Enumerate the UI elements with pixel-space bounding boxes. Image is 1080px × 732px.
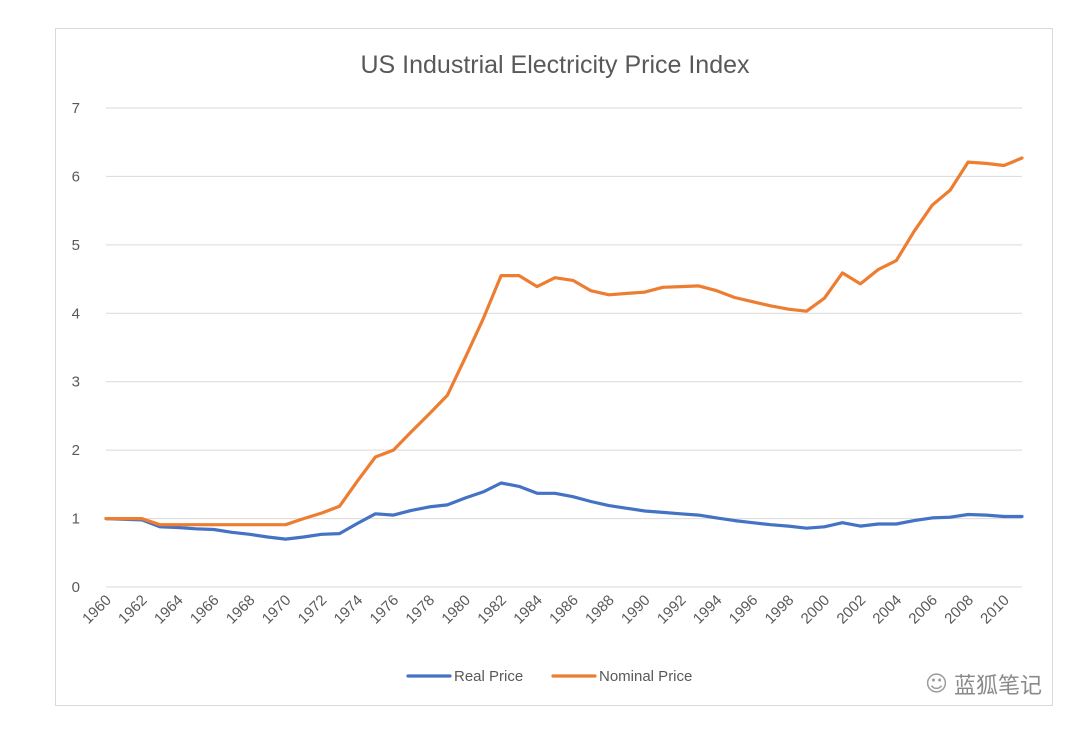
x-tick-label: 1974	[331, 592, 367, 628]
x-axis-ticks: 1960 1962 1964 1966 1968 1970 1972 1974 1976 1978…	[79, 592, 1013, 628]
x-tick-label: 1966	[187, 592, 223, 628]
x-tick-label: 1970	[259, 592, 295, 628]
x-tick-label: 2008	[941, 592, 977, 628]
x-tick-label: 1996	[726, 592, 762, 628]
series-lines	[104, 156, 1024, 541]
x-tick-label: 2006	[905, 592, 941, 628]
x-tick-label: 1976	[367, 592, 403, 628]
y-tick-label: 7	[72, 100, 80, 117]
y-tick-label: 6	[72, 168, 80, 185]
chart-title: US Industrial Electricity Price Index	[360, 51, 750, 79]
grid-lines	[106, 107, 1022, 588]
legend-label: Nominal Price	[599, 668, 692, 685]
x-tick-label: 1986	[546, 592, 582, 628]
x-tick-label: 1984	[510, 592, 546, 628]
y-tick-label: 2	[72, 442, 80, 459]
series-line-real-price	[104, 481, 1024, 541]
series-line-nominal-price	[104, 156, 1024, 527]
line-chart: US Industrial Electricity Price Index 01…	[72, 51, 1024, 685]
x-tick-label: 1964	[151, 592, 187, 628]
y-tick-label: 3	[72, 374, 80, 391]
x-tick-label: 2000	[798, 592, 834, 628]
y-tick-label: 0	[72, 579, 80, 596]
y-tick-label: 1	[72, 511, 80, 528]
y-tick-label: 4	[72, 305, 80, 322]
x-tick-label: 1968	[223, 592, 259, 628]
legend: Real Price Nominal Price	[406, 668, 692, 685]
x-tick-label: 2004	[869, 592, 905, 628]
x-tick-label: 2010	[977, 592, 1013, 628]
wechat-icon: ☺	[925, 671, 948, 697]
x-tick-label: 1962	[115, 592, 151, 628]
legend-label: Real Price	[454, 668, 523, 685]
x-tick-label: 1978	[403, 592, 439, 628]
x-tick-label: 1994	[690, 592, 726, 628]
watermark: ☺ 蓝狐笔记	[925, 668, 1042, 700]
x-tick-label: 1960	[79, 592, 115, 628]
x-tick-label: 1972	[295, 592, 331, 628]
x-tick-label: 1982	[474, 592, 510, 628]
y-axis-ticks: 0 1 2 3 4 5 6 7	[72, 100, 80, 596]
x-tick-label: 1980	[438, 592, 474, 628]
x-tick-label: 1992	[654, 592, 690, 628]
y-tick-label: 5	[72, 237, 80, 254]
x-tick-label: 1988	[582, 592, 618, 628]
x-tick-label: 1990	[618, 592, 654, 628]
x-tick-label: 1998	[762, 592, 798, 628]
x-tick-label: 2002	[834, 592, 870, 628]
watermark-text: 蓝狐笔记	[953, 674, 1042, 699]
